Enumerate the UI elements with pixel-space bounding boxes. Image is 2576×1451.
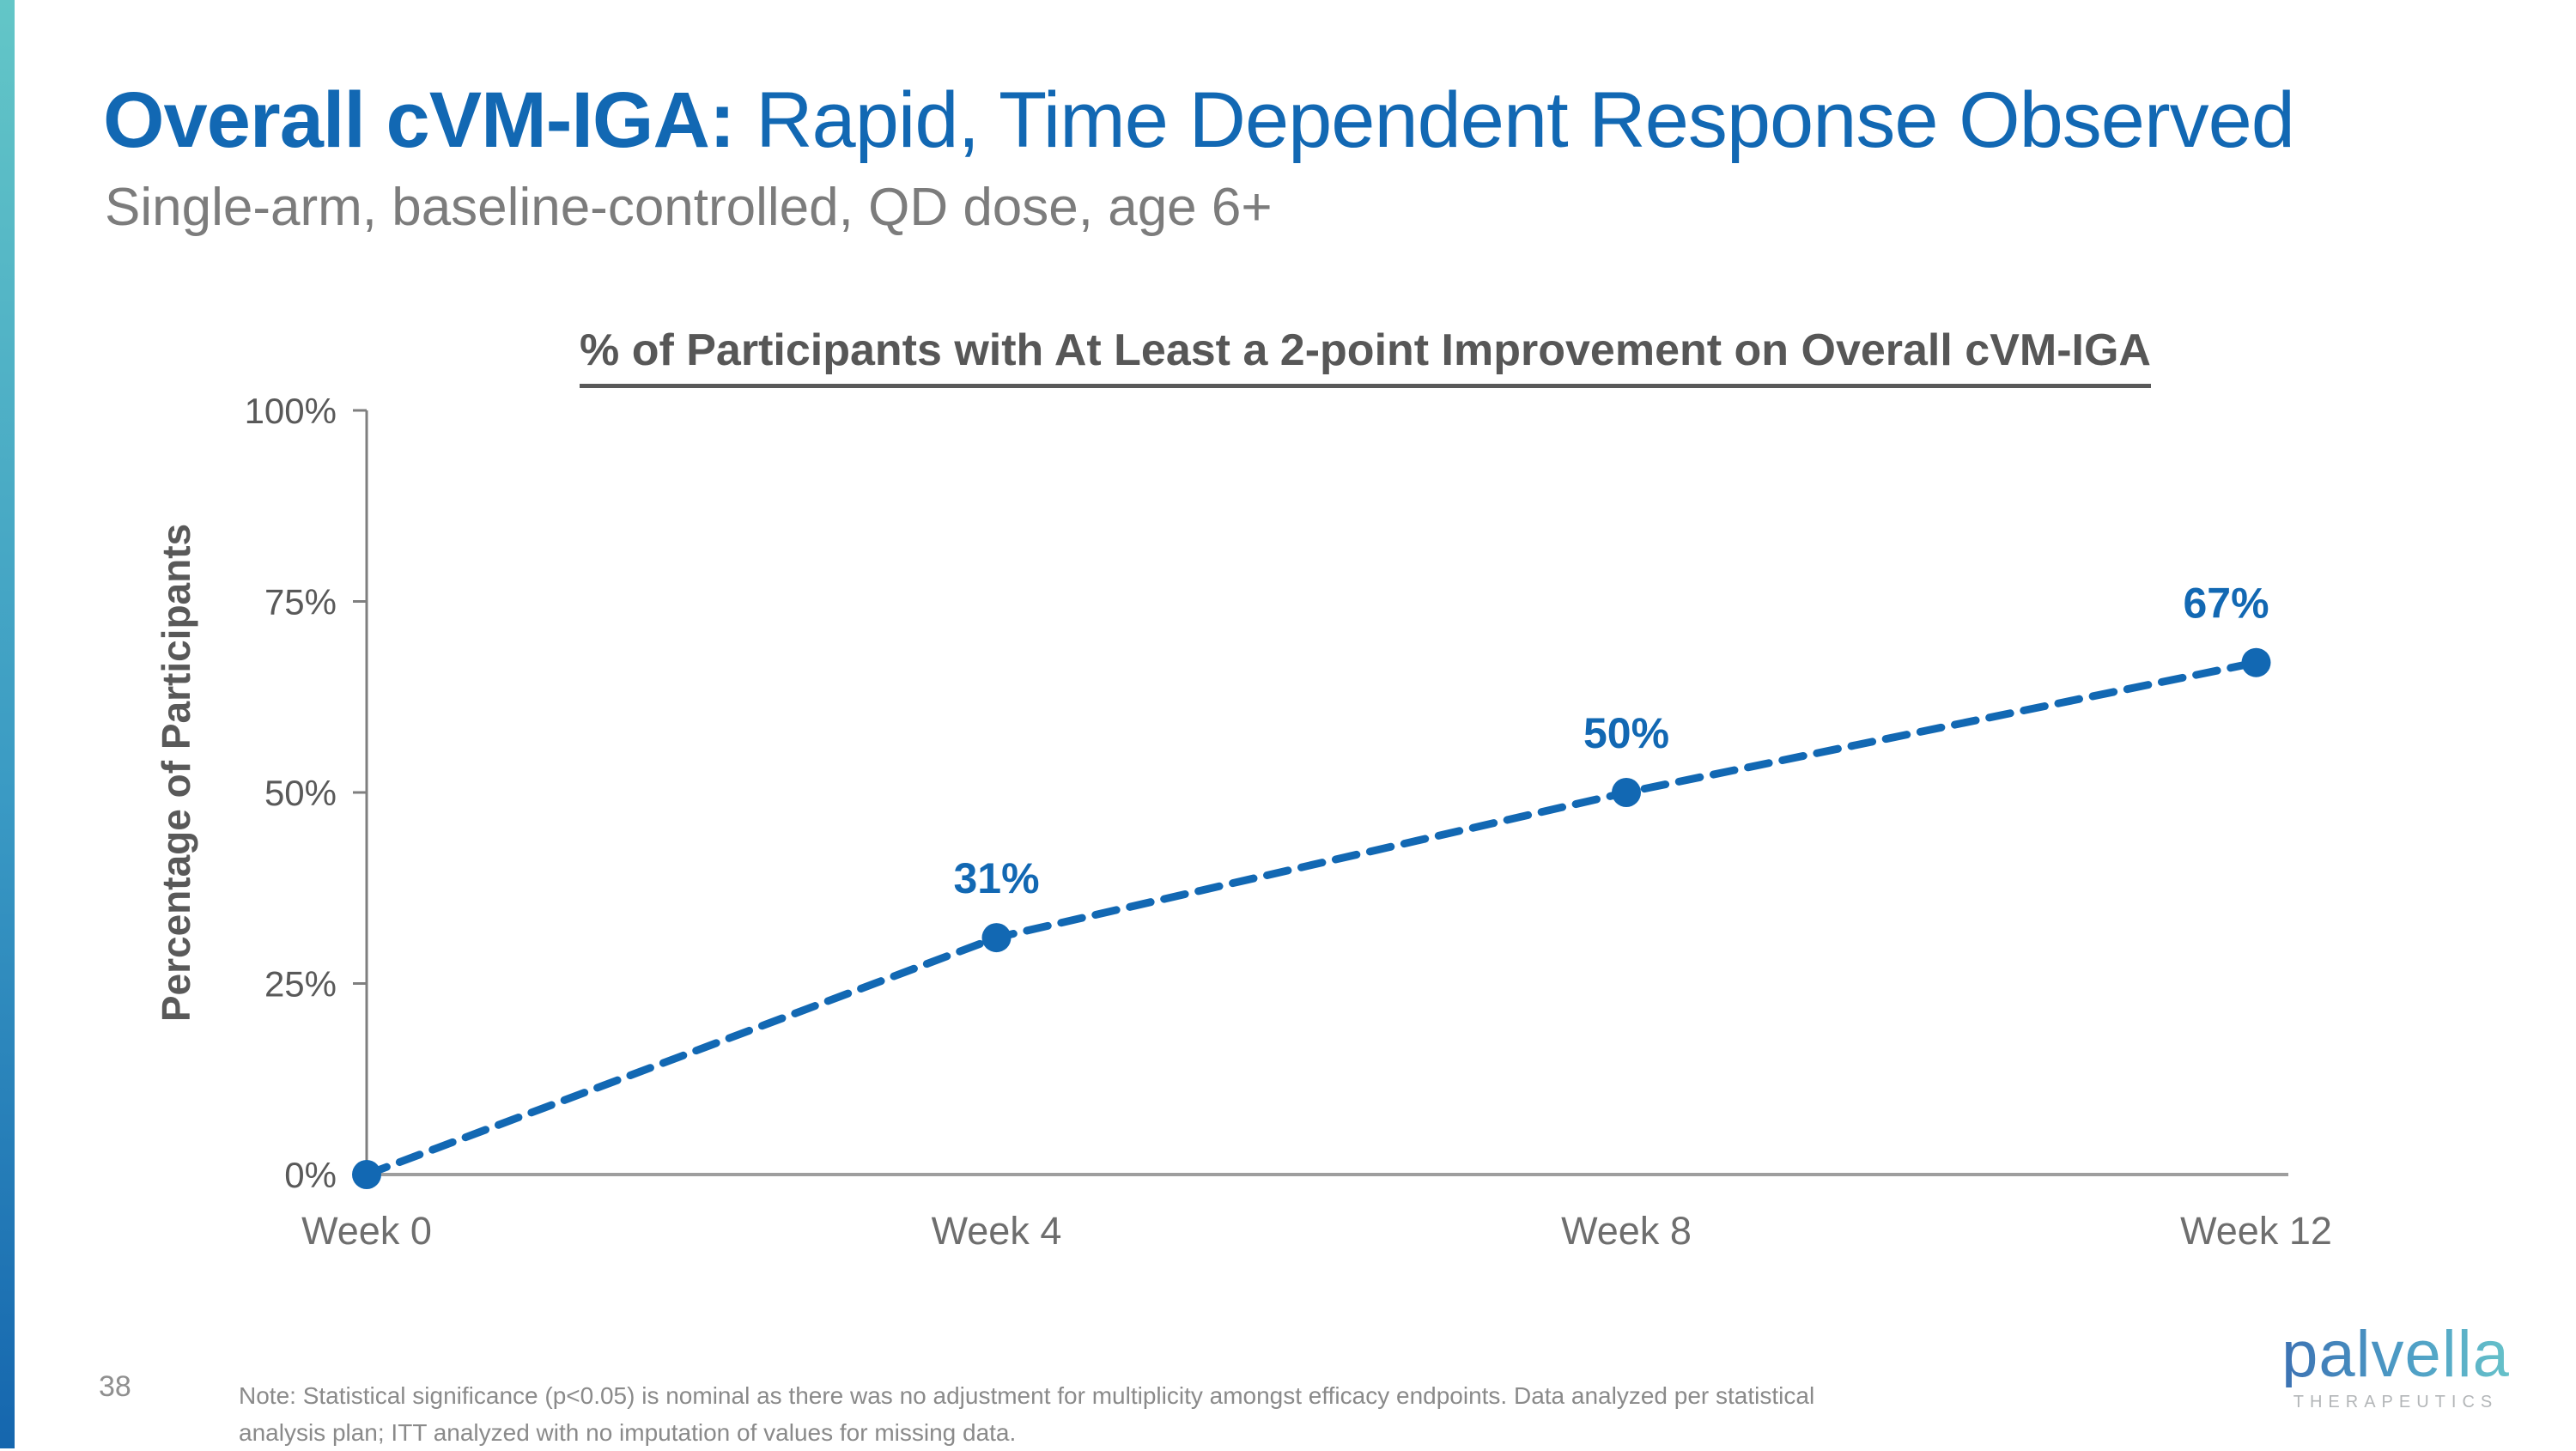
left-accent-bar xyxy=(0,0,15,1448)
chart-title-wrap: % of Participants with At Least a 2-poin… xyxy=(343,325,2387,388)
page-title-rest: Rapid, Time Dependent Response Observed xyxy=(734,76,2295,164)
y-tick-label: 75% xyxy=(264,582,337,622)
page-subtitle: Single-arm, baseline-controlled, QD dose… xyxy=(105,178,1273,237)
trend-line xyxy=(362,659,2260,1179)
x-tick-label: Week 4 xyxy=(932,1209,1062,1253)
data-point xyxy=(2241,647,2271,677)
data-point xyxy=(1612,778,1641,807)
page-title: Overall cVM-IGA: Rapid, Time Dependent R… xyxy=(103,76,2295,164)
logo-wordmark: palvella xyxy=(2267,1322,2524,1387)
page-title-emphasis: Overall cVM-IGA: xyxy=(103,76,736,164)
y-tick-label: 0% xyxy=(284,1155,337,1195)
y-tick-label: 100% xyxy=(245,391,337,431)
y-tick-label: 25% xyxy=(264,964,337,1005)
footnote-line-2: analysis plan; ITT analyzed with no impu… xyxy=(239,1419,1017,1446)
logo-subtext: THERAPEUTICS xyxy=(2293,1393,2499,1412)
footnote-line-1: Note: Statistical significance (p<0.05) … xyxy=(239,1382,1815,1409)
data-point-label: 50% xyxy=(1583,709,1669,757)
page-number: 38 xyxy=(99,1370,131,1403)
x-tick-label: Week 12 xyxy=(2180,1209,2332,1253)
x-tick-label: Week 8 xyxy=(1561,1209,1692,1253)
data-point xyxy=(352,1160,381,1189)
chart-title: % of Participants with At Least a 2-poin… xyxy=(580,325,2151,388)
data-point xyxy=(981,923,1012,953)
data-point-label: 31% xyxy=(953,854,1039,902)
company-logo: palvella THERAPEUTICS xyxy=(2267,1322,2524,1412)
data-point-label: 67% xyxy=(2183,580,2269,628)
x-tick-label: Week 0 xyxy=(301,1209,432,1253)
y-tick-label: 50% xyxy=(264,773,337,813)
footnote: Note: Statistical significance (p<0.05) … xyxy=(239,1377,2179,1451)
